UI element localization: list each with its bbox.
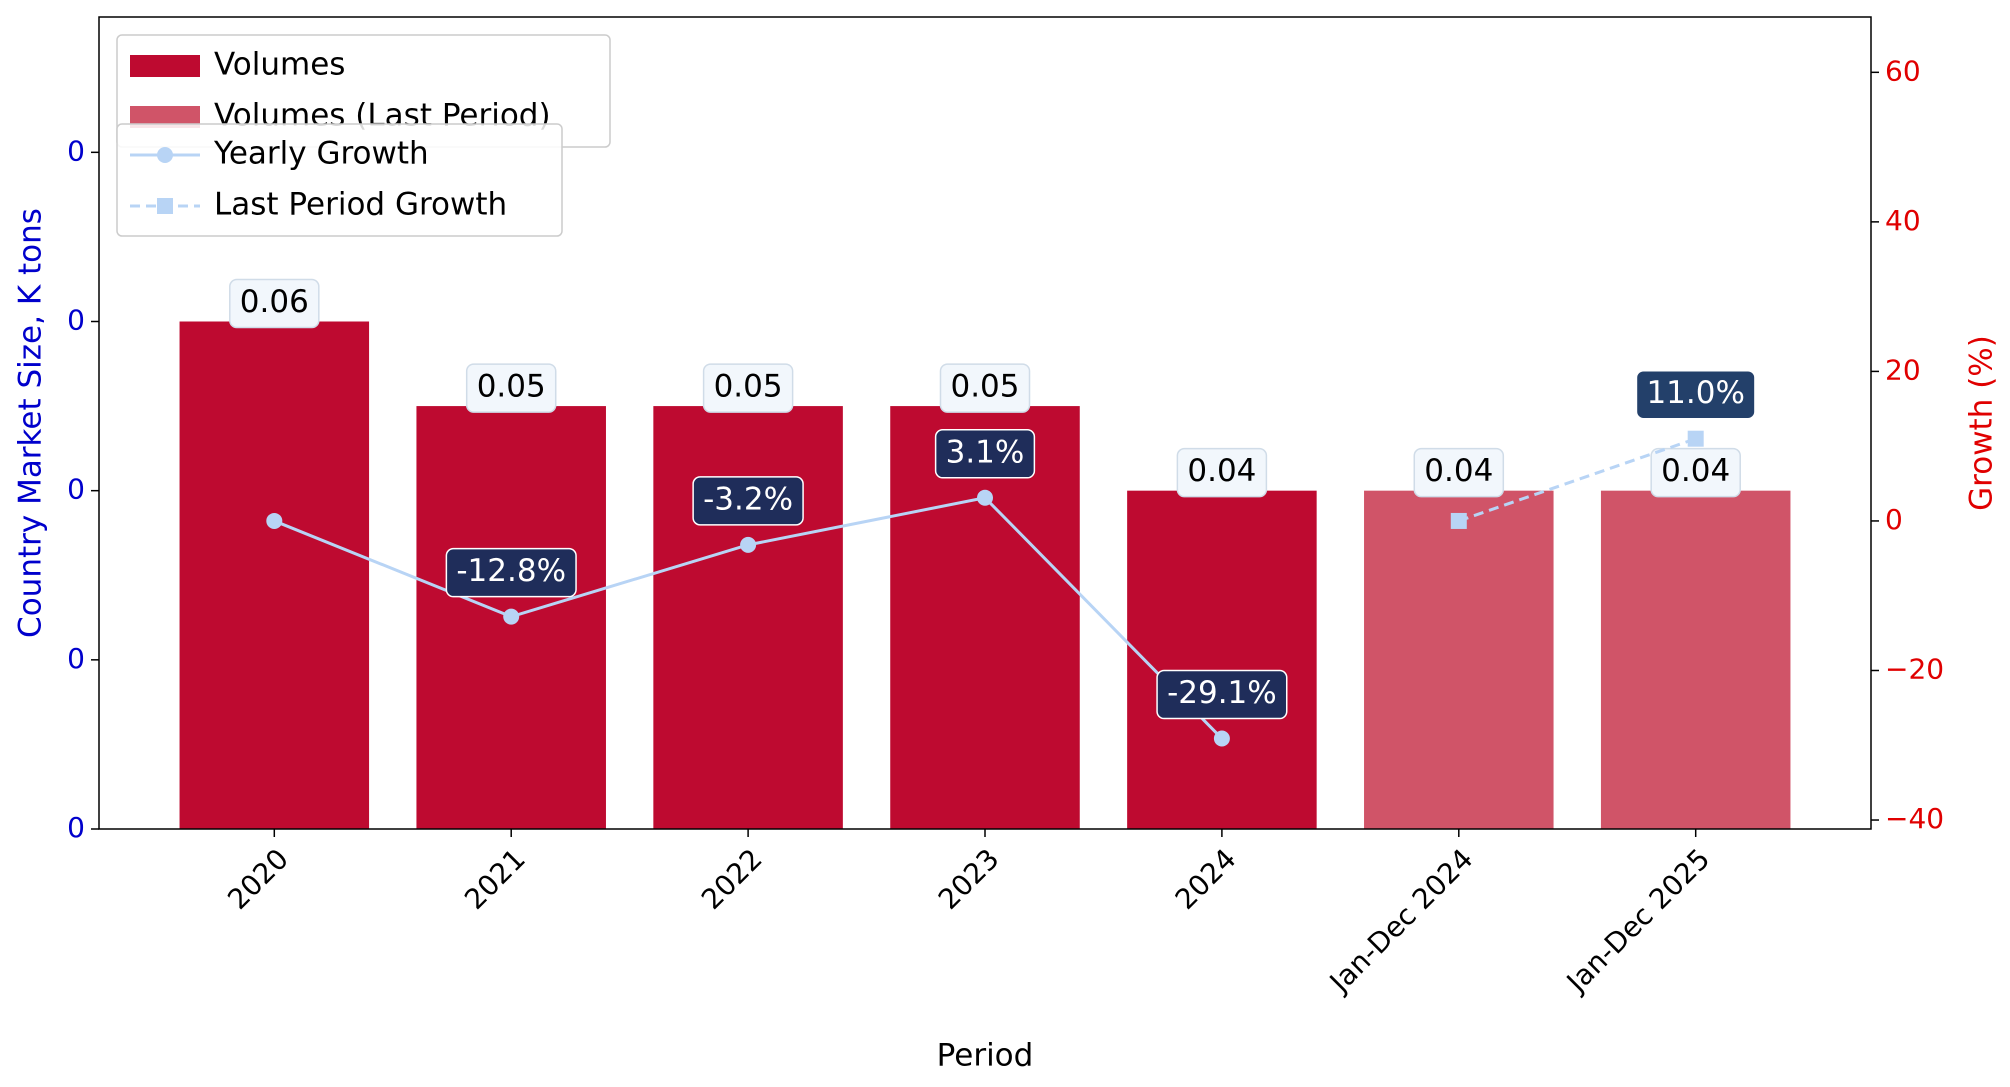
label-box bbox=[692, 476, 804, 526]
growth-value-label: 11.0% bbox=[1635, 369, 1756, 420]
bar-value-label: 0.05 bbox=[702, 363, 794, 413]
bar-value-text: 0.04 bbox=[1187, 453, 1256, 489]
y2-tick-label: −20 bbox=[1885, 652, 1944, 685]
growth-marker bbox=[740, 536, 757, 553]
label-box bbox=[229, 278, 320, 329]
y2-tick-label: 40 bbox=[1885, 204, 1921, 237]
legend-box bbox=[116, 123, 563, 237]
y2-tick-label: 60 bbox=[1885, 54, 1921, 87]
y-tick-label: 0 bbox=[67, 304, 85, 337]
growth-marker bbox=[266, 512, 283, 529]
bar-value-label: 0.04 bbox=[1650, 447, 1741, 498]
x-tick-label: 2024 bbox=[1169, 842, 1243, 916]
growth-marker bbox=[1687, 430, 1704, 447]
label-box bbox=[1650, 447, 1741, 498]
x-tick-label: 2022 bbox=[695, 842, 769, 916]
label-box bbox=[1635, 369, 1756, 420]
label-box bbox=[934, 429, 1036, 479]
bar-value-label: 0.05 bbox=[939, 363, 1031, 413]
label-box bbox=[445, 547, 577, 598]
legend-label: Last Period Growth bbox=[214, 187, 507, 223]
growth-value-label: -29.1% bbox=[1156, 669, 1288, 720]
growth-value-label: -12.8% bbox=[445, 547, 577, 598]
x-tick-label: 2021 bbox=[458, 842, 532, 916]
x-tick-label: 2023 bbox=[932, 842, 1006, 916]
y-tick-label: 0 bbox=[67, 134, 85, 167]
legend-marker bbox=[157, 147, 173, 163]
bar bbox=[653, 406, 843, 829]
growth-value-text: -12.8% bbox=[456, 553, 566, 589]
bar-value-text: 0.04 bbox=[1424, 453, 1493, 489]
y2-tick-label: 0 bbox=[1885, 503, 1903, 536]
label-box bbox=[1413, 447, 1505, 498]
bar-value-label: 0.05 bbox=[465, 363, 557, 413]
bar-value-text: 0.05 bbox=[950, 369, 1019, 405]
y-axis-label: Country Market Size, K tons bbox=[13, 208, 49, 638]
y2-axis-label: Growth (%) bbox=[1964, 335, 2000, 511]
legend-marker bbox=[157, 198, 173, 214]
legend-swatch bbox=[130, 106, 200, 128]
y2-tick-label: 20 bbox=[1885, 353, 1921, 386]
growth-marker bbox=[1450, 512, 1467, 529]
growth-line bbox=[1458, 437, 1697, 523]
bar-value-text: 0.05 bbox=[477, 369, 546, 405]
y-tick-label: 0 bbox=[67, 642, 85, 675]
legend-label: Volumes bbox=[214, 47, 345, 83]
y2-tick-label: −40 bbox=[1885, 802, 1944, 835]
y-tick-label: 0 bbox=[67, 473, 85, 506]
bar-value-text: 0.04 bbox=[1661, 453, 1730, 489]
x-axis-label: Period bbox=[937, 1038, 1034, 1074]
bar-value-label: 0.04 bbox=[1176, 447, 1268, 498]
bar-value-text: 0.05 bbox=[714, 369, 783, 405]
bar bbox=[179, 321, 370, 829]
growth-value-label: -3.2% bbox=[692, 476, 804, 526]
growth-value-text: -3.2% bbox=[703, 481, 793, 517]
bar bbox=[1364, 490, 1554, 829]
label-box bbox=[1176, 447, 1268, 498]
x-tick-label: Jan-Dec 2024 bbox=[1322, 842, 1479, 999]
bar-value-text: 0.06 bbox=[240, 284, 309, 320]
y-tick-label: 0 bbox=[67, 811, 85, 844]
label-box bbox=[702, 363, 794, 413]
label-box bbox=[1156, 669, 1288, 720]
x-tick-label: Jan-Dec 2025 bbox=[1559, 842, 1716, 999]
bar-value-label: 0.06 bbox=[229, 278, 320, 329]
growth-value-text: 11.0% bbox=[1646, 375, 1744, 411]
growth-value-text: -29.1% bbox=[1167, 675, 1277, 711]
x-tick-label: 2020 bbox=[221, 842, 295, 916]
growth-marker bbox=[503, 608, 520, 625]
growth-value-text: 3.1% bbox=[946, 434, 1025, 470]
bar bbox=[1127, 490, 1317, 829]
growth-marker bbox=[977, 489, 993, 506]
growth-marker bbox=[1213, 730, 1230, 747]
growth-value-label: 3.1% bbox=[934, 429, 1036, 479]
legend-swatch bbox=[130, 55, 200, 77]
bar-value-label: 0.04 bbox=[1413, 447, 1505, 498]
label-box bbox=[939, 363, 1031, 413]
label-box bbox=[465, 363, 557, 413]
bar bbox=[1600, 490, 1791, 829]
legend-label: Yearly Growth bbox=[213, 136, 429, 172]
